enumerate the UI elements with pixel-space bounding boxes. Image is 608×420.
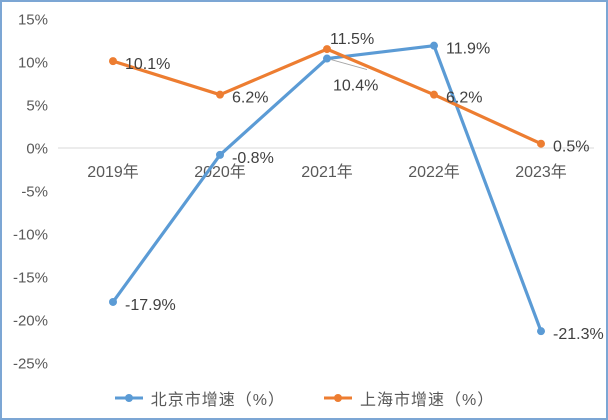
- data-point-marker: [323, 45, 331, 54]
- data-label: 11.9%: [446, 41, 490, 58]
- x-tick-label: 2022年: [408, 163, 460, 181]
- data-point-marker: [109, 57, 117, 66]
- data-label: 6.2%: [446, 90, 482, 107]
- data-point-marker: [109, 297, 117, 306]
- y-tick-label: -15%: [13, 270, 48, 287]
- y-tick-label: 5%: [26, 98, 48, 115]
- legend-marker-beijing-icon: [114, 394, 143, 402]
- x-tick-label: 2021年: [301, 163, 353, 181]
- x-tick-label: 2019年: [87, 163, 139, 181]
- data-point-marker: [216, 150, 224, 159]
- chart-legend: 北京市增速（%） 上海市增速（%）: [2, 386, 606, 410]
- data-point-marker: [323, 54, 331, 63]
- data-label: 10.1%: [125, 56, 170, 73]
- data-label: 6.2%: [232, 90, 268, 107]
- data-point-marker: [430, 41, 438, 50]
- y-tick-label: 10%: [18, 55, 48, 72]
- y-tick-label: -5%: [21, 184, 48, 201]
- x-tick-label: 2020年: [194, 163, 246, 181]
- legend-label-beijing: 北京市增速（%）: [150, 392, 285, 409]
- legend-marker-shanghai-icon: [324, 394, 352, 402]
- legend-label-shanghai: 上海市增速（%）: [360, 392, 495, 409]
- data-label: 10.4%: [333, 78, 378, 95]
- y-tick-label: -20%: [13, 313, 48, 330]
- data-point-marker: [216, 90, 224, 99]
- legend-item-shanghai: 上海市增速（%）: [323, 386, 494, 410]
- data-label: 0.5%: [553, 139, 589, 156]
- data-label: -17.9%: [125, 297, 176, 314]
- label-leader-line: [330, 59, 368, 71]
- y-tick-label: 0%: [26, 141, 48, 158]
- data-point-marker: [430, 90, 438, 99]
- data-label: -21.3%: [553, 326, 604, 343]
- y-tick-label: -10%: [13, 227, 48, 244]
- data-label: 11.5%: [330, 31, 374, 48]
- y-tick-label: -25%: [13, 356, 48, 373]
- data-point-marker: [537, 327, 545, 336]
- series-line-0: [111, 44, 543, 333]
- y-tick-label: 15%: [18, 12, 48, 29]
- data-point-marker: [537, 139, 545, 148]
- data-label: -0.8%: [232, 150, 274, 167]
- legend-item-beijing: 北京市增速（%）: [114, 386, 285, 410]
- x-tick-label: 2023年: [515, 163, 567, 181]
